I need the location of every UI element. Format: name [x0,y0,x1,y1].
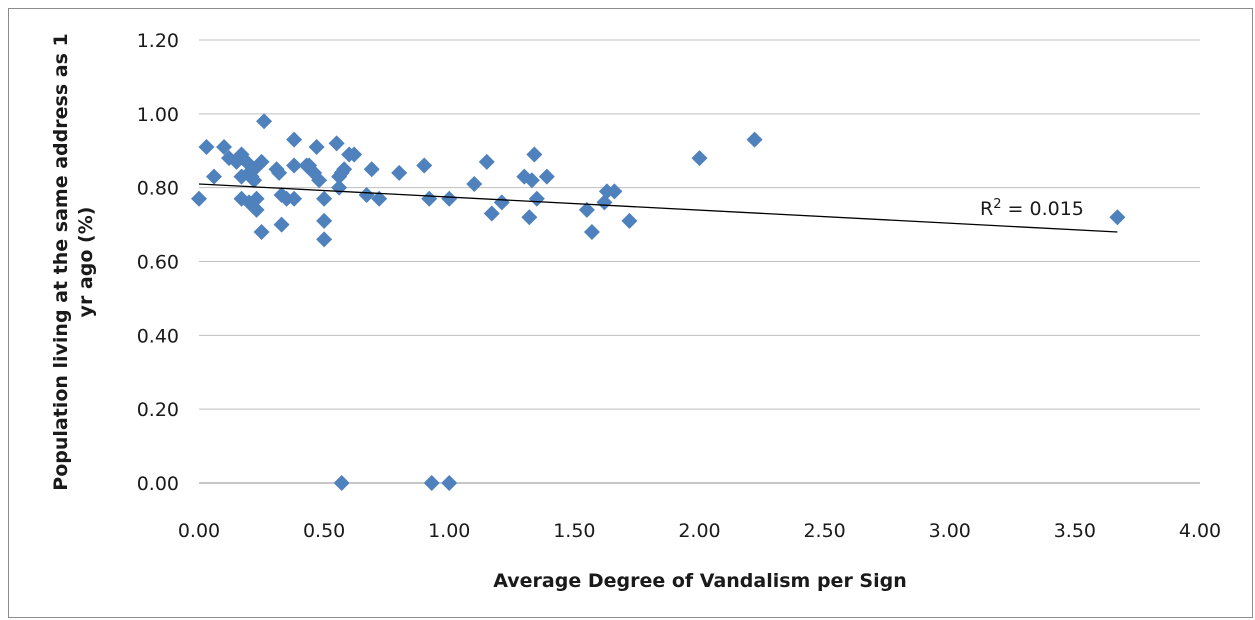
y-tick-label: 0.20 [137,399,179,421]
data-point [621,212,638,229]
data-point [206,168,223,185]
data-point [596,194,613,211]
data-point [363,161,380,178]
data-point [606,183,623,200]
data-point [423,475,440,491]
data-point [526,146,543,163]
y-axis-title: Population living at the same address as… [50,33,97,490]
y-tick-label: 1.20 [137,30,179,52]
x-tick-label: 0.00 [178,520,220,542]
y-axis-title-line-1: Population living at the same address as… [50,33,72,490]
trendline [198,183,1118,233]
data-point [371,190,388,207]
data-point [191,190,207,207]
gridlines [199,39,1200,484]
data-point [286,131,303,148]
y-tick-labels: 0.00 0.20 0.40 0.60 0.80 1.00 1.20 [137,30,179,495]
data-point [253,153,270,170]
data-point [483,205,500,222]
data-point [316,190,333,207]
data-point [466,175,483,192]
data-point [746,131,763,148]
data-point [286,190,303,207]
data-point [328,135,345,152]
data-point [336,161,353,178]
data-point [248,190,265,207]
data-point [248,201,265,218]
data-point [346,146,363,163]
x-tick-label: 3.00 [929,520,971,542]
y-axis-title-line-2: yr ago (%) [75,207,97,318]
data-point [271,164,288,181]
y-tick-label: 0.60 [137,252,179,274]
y-tick-label: 0.80 [137,178,179,200]
data-point [286,157,303,174]
chart-frame [8,8,1253,618]
x-tick-label: 2.00 [678,520,720,542]
data-point [1109,209,1126,226]
data-point [441,190,458,207]
data-point [416,157,433,174]
data-point [691,150,708,167]
data-point [308,139,325,156]
data-point [253,223,270,240]
x-tick-label: 1.50 [553,520,595,542]
data-point [538,168,555,185]
x-tick-label: 3.50 [1054,520,1096,542]
data-point [256,113,273,130]
data-point [521,209,538,226]
data-point [493,194,510,211]
data-point [391,164,408,181]
y-tick-label: 0.40 [137,325,179,347]
data-point [273,216,290,233]
data-point [523,172,540,189]
x-axis-title: Average Degree of Vandalism per Sign [493,570,907,592]
data-point [358,187,375,204]
x-tick-label: 0.50 [303,520,345,542]
r-squared-label: R2 = 0.015 [980,197,1084,220]
data-point [331,179,348,196]
data-point [316,231,333,248]
data-point [311,172,328,189]
x-tick-labels: 0.00 0.50 1.00 1.50 2.00 2.50 3.00 3.50 4.00 [178,520,1221,542]
y-tick-label: 0.00 [137,473,179,495]
y-tick-label: 1.00 [137,104,179,126]
data-point [528,190,545,207]
x-tick-label: 4.00 [1179,520,1221,542]
data-point [441,475,458,491]
data-point [578,201,595,218]
data-point [316,212,333,229]
x-tick-label: 2.50 [803,520,845,542]
data-point [478,153,495,170]
data-point [421,190,438,207]
data-points [191,113,1126,491]
data-point [246,172,263,189]
data-point [583,223,600,240]
data-point [198,139,215,156]
x-tick-label: 1.00 [428,520,470,542]
data-point [216,139,233,156]
data-point [333,475,350,491]
